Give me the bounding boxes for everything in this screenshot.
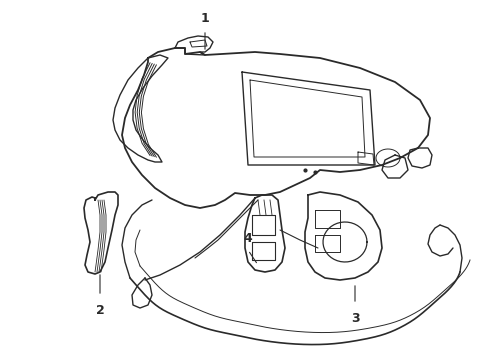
Text: 4: 4 [244,231,252,244]
Polygon shape [175,36,213,55]
Polygon shape [305,192,382,280]
Text: 3: 3 [351,311,359,324]
Polygon shape [132,278,152,308]
Polygon shape [245,195,285,272]
Polygon shape [382,155,408,178]
Text: 2: 2 [96,303,104,316]
Text: 1: 1 [200,12,209,24]
Polygon shape [84,192,118,274]
Polygon shape [122,48,430,208]
Polygon shape [408,148,432,168]
Polygon shape [113,55,168,162]
